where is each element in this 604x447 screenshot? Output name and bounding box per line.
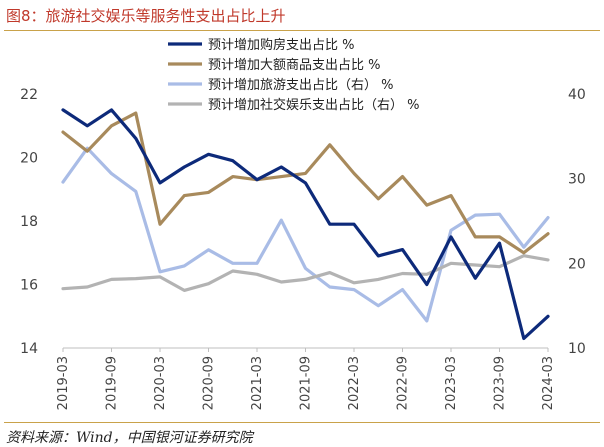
title-divider [4,30,600,31]
x-tick-label: 2019-03 [56,356,71,410]
x-tick-label: 2020-03 [153,356,168,410]
chart-legend: 预计增加购房支出占比 % 预计增加大额商品支出占比 % 预计增加旅游支出占比（右） … [168,37,420,113]
x-tick-label: 2023-09 [493,356,508,410]
y-left-tick-label: 22 [20,87,38,103]
x-tick-label: 2024-03 [541,356,556,410]
line-chart: 14 16 18 20 22 10 20 30 40 2019-03 2019-09 2020-03 2… [20,37,586,410]
x-tick-label: 2020-09 [202,356,217,410]
y-right-tick-label: 10 [568,341,586,357]
chart-axes: 14 16 18 20 22 10 20 30 40 2019-03 2019-09 2020-03 2… [20,87,586,410]
y-left-tick-label: 16 [20,278,38,294]
x-tick-label: 2022-09 [396,356,411,410]
y-left-tick-label: 18 [20,214,38,230]
y-right-tick-label: 30 [568,172,586,188]
chart-series [61,108,550,341]
x-tick-label: 2021-03 [250,356,265,410]
y-right-tick-label: 40 [568,87,586,103]
figure-title: 图8：旅游社交娱乐等服务性支出占比上升 [6,7,286,25]
series-line-4 [61,254,550,292]
legend-label: 预计增加购房支出占比 % [208,37,355,53]
source-note: 资料来源：Wind，中国银河证券研究院 [6,430,253,446]
x-tick-label: 2022-03 [347,356,362,410]
legend-label: 预计增加社交娱乐支出占比（右） % [208,97,420,113]
x-tick-label: 2023-03 [444,356,459,410]
y-right-tick-label: 20 [568,256,586,272]
y-left-tick-label: 14 [20,341,38,357]
series-line-1 [61,108,550,341]
x-tick-label: 2021-09 [299,356,314,410]
y-left-tick-label: 20 [20,151,38,167]
source-divider [4,422,600,423]
legend-label: 预计增加大额商品支出占比 % [208,58,381,73]
x-tick-label: 2019-09 [105,356,120,410]
legend-label: 预计增加旅游支出占比（右） % [208,78,394,93]
